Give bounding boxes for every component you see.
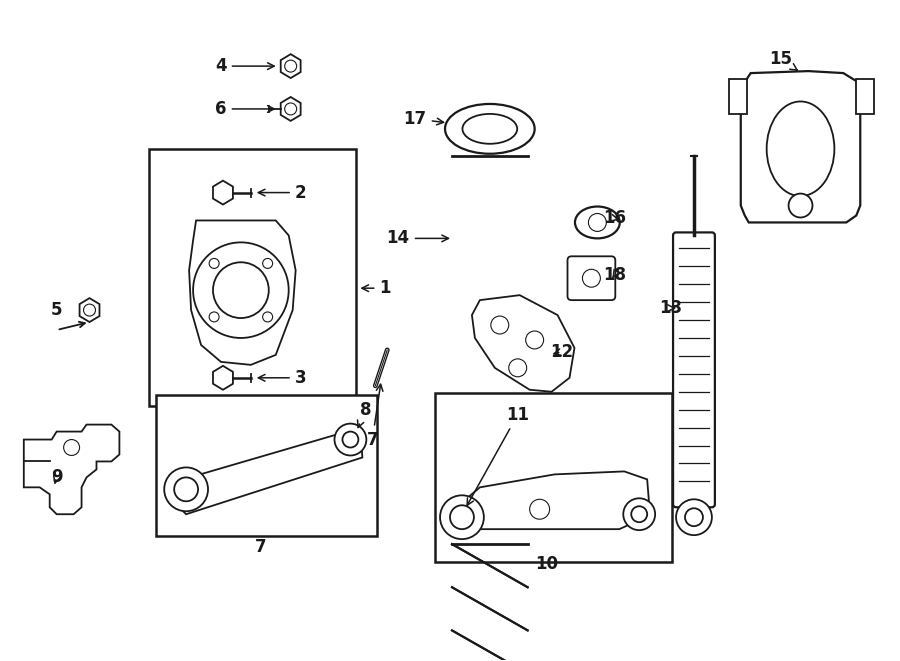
Circle shape [263,258,273,268]
Ellipse shape [575,206,620,239]
Circle shape [263,312,273,322]
Bar [149,149,356,406]
Text: 2: 2 [258,184,306,202]
Text: 12: 12 [550,343,573,361]
Text: 10: 10 [536,555,558,573]
Text: 16: 16 [603,210,625,227]
Ellipse shape [445,104,535,154]
Circle shape [589,214,607,231]
Circle shape [624,498,655,530]
Polygon shape [23,424,120,514]
Bar [856,79,874,114]
Circle shape [676,499,712,535]
Circle shape [685,508,703,526]
Text: 5: 5 [51,301,62,319]
Polygon shape [741,71,860,223]
Circle shape [631,506,647,522]
Polygon shape [281,54,301,78]
Circle shape [84,304,95,316]
Ellipse shape [767,102,834,196]
Bar [729,79,747,114]
Circle shape [582,269,600,287]
Circle shape [508,359,526,377]
Polygon shape [213,180,233,204]
Text: 9: 9 [50,469,62,486]
Bar [157,395,377,536]
Circle shape [164,467,208,511]
Ellipse shape [463,114,518,144]
Text: 17: 17 [403,110,444,128]
Text: 15: 15 [770,50,797,71]
Polygon shape [455,471,649,529]
Text: 13: 13 [660,299,682,317]
Circle shape [788,194,813,217]
Text: 6: 6 [215,100,274,118]
Bar [435,393,672,562]
Circle shape [491,316,508,334]
Text: 3: 3 [258,369,306,387]
Polygon shape [176,428,363,514]
FancyBboxPatch shape [673,233,715,507]
Polygon shape [472,295,574,392]
Circle shape [284,103,297,115]
Text: 1: 1 [362,279,391,297]
Circle shape [209,258,219,268]
Circle shape [450,505,474,529]
FancyBboxPatch shape [568,256,616,300]
Circle shape [343,432,358,447]
Text: 8: 8 [357,401,371,428]
Circle shape [526,331,544,349]
Text: 7: 7 [255,538,266,556]
Polygon shape [79,298,100,322]
Polygon shape [281,97,301,121]
Text: 18: 18 [603,266,625,284]
Polygon shape [189,221,296,365]
Circle shape [175,477,198,501]
Circle shape [209,312,219,322]
Text: 11: 11 [467,406,529,505]
Circle shape [335,424,366,455]
Circle shape [64,440,79,455]
Circle shape [213,262,269,318]
Polygon shape [213,366,233,390]
Text: 7: 7 [366,384,382,449]
Circle shape [440,495,484,539]
Circle shape [194,243,289,338]
Circle shape [530,499,550,519]
Circle shape [284,60,297,72]
Text: 4: 4 [215,57,274,75]
Text: 14: 14 [387,229,448,247]
